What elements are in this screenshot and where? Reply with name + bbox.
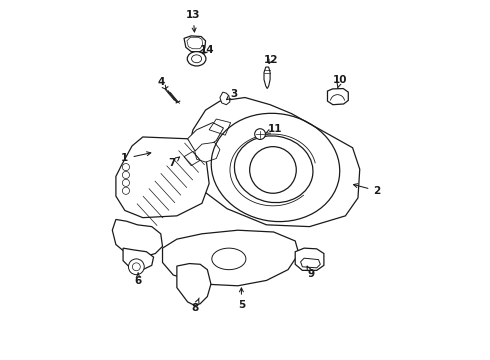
Polygon shape bbox=[188, 98, 360, 226]
Text: 14: 14 bbox=[199, 45, 214, 55]
Text: 2: 2 bbox=[353, 184, 381, 196]
Polygon shape bbox=[184, 36, 205, 51]
Polygon shape bbox=[123, 248, 153, 270]
Circle shape bbox=[128, 259, 144, 275]
Text: 11: 11 bbox=[266, 124, 283, 134]
Text: 12: 12 bbox=[264, 55, 278, 65]
Text: 13: 13 bbox=[186, 10, 200, 32]
Polygon shape bbox=[112, 220, 163, 257]
Text: 8: 8 bbox=[191, 298, 199, 314]
Text: 6: 6 bbox=[135, 273, 142, 286]
Circle shape bbox=[255, 129, 266, 139]
Polygon shape bbox=[177, 264, 211, 306]
Ellipse shape bbox=[187, 51, 206, 66]
Text: 3: 3 bbox=[226, 89, 237, 100]
Text: 1: 1 bbox=[121, 152, 151, 163]
Polygon shape bbox=[163, 230, 299, 286]
Text: 9: 9 bbox=[307, 266, 315, 279]
Text: 10: 10 bbox=[333, 75, 347, 88]
Polygon shape bbox=[327, 89, 348, 105]
Polygon shape bbox=[116, 137, 209, 218]
Text: 4: 4 bbox=[157, 77, 167, 90]
Polygon shape bbox=[195, 142, 220, 162]
Text: 5: 5 bbox=[238, 288, 245, 310]
Polygon shape bbox=[295, 248, 324, 270]
Text: 7: 7 bbox=[169, 157, 179, 168]
Polygon shape bbox=[220, 92, 230, 105]
Polygon shape bbox=[264, 67, 270, 89]
Polygon shape bbox=[188, 123, 223, 150]
